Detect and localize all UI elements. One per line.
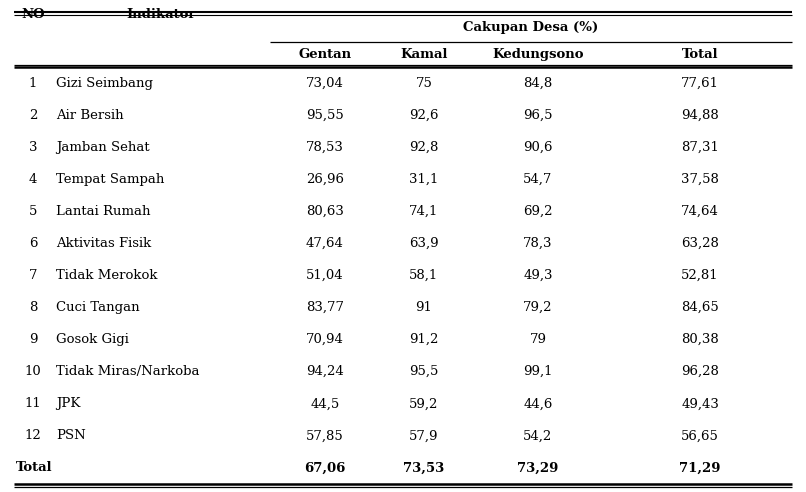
Text: NO: NO — [21, 8, 45, 21]
Text: 73,29: 73,29 — [517, 461, 559, 474]
Text: 99,1: 99,1 — [523, 365, 553, 378]
Text: 56,65: 56,65 — [681, 430, 719, 442]
Text: 87,31: 87,31 — [681, 141, 719, 154]
Text: Jamban Sehat: Jamban Sehat — [56, 141, 150, 154]
Text: 10: 10 — [25, 365, 41, 378]
Text: 74,64: 74,64 — [681, 205, 719, 218]
Text: Tempat Sampah: Tempat Sampah — [56, 173, 164, 186]
Text: Gosok Gigi: Gosok Gigi — [56, 333, 129, 346]
Text: Cakupan Desa (%): Cakupan Desa (%) — [463, 21, 599, 33]
Text: 6: 6 — [29, 237, 37, 250]
Text: 95,55: 95,55 — [306, 109, 344, 122]
Text: 52,81: 52,81 — [681, 269, 719, 282]
Text: 96,5: 96,5 — [523, 109, 553, 122]
Text: 92,8: 92,8 — [409, 141, 438, 154]
Text: 96,28: 96,28 — [681, 365, 719, 378]
Text: 9: 9 — [29, 333, 37, 346]
Text: 91,2: 91,2 — [409, 333, 438, 346]
Text: 54,7: 54,7 — [523, 173, 553, 186]
Text: 8: 8 — [29, 301, 37, 314]
Text: 94,88: 94,88 — [681, 109, 719, 122]
Text: 49,43: 49,43 — [681, 398, 719, 410]
Text: 44,5: 44,5 — [310, 398, 339, 410]
Text: 92,6: 92,6 — [409, 109, 438, 122]
Text: 78,53: 78,53 — [306, 141, 344, 154]
Text: 84,65: 84,65 — [681, 301, 719, 314]
Text: 90,6: 90,6 — [523, 141, 553, 154]
Text: 94,24: 94,24 — [306, 365, 344, 378]
Text: 58,1: 58,1 — [409, 269, 438, 282]
Text: 7: 7 — [29, 269, 37, 282]
Text: 69,2: 69,2 — [523, 205, 553, 218]
Text: 11: 11 — [25, 398, 41, 410]
Text: 71,29: 71,29 — [679, 461, 721, 474]
Text: Total: Total — [16, 461, 52, 474]
Text: Kamal: Kamal — [401, 48, 448, 61]
Text: 63,9: 63,9 — [409, 237, 438, 250]
Text: PSN: PSN — [56, 430, 85, 442]
Text: Tidak Miras/Narkoba: Tidak Miras/Narkoba — [56, 365, 200, 378]
Text: 74,1: 74,1 — [409, 205, 438, 218]
Text: Air Bersih: Air Bersih — [56, 109, 123, 122]
Text: 4: 4 — [29, 173, 37, 186]
Text: 80,38: 80,38 — [681, 333, 719, 346]
Text: 47,64: 47,64 — [306, 237, 344, 250]
Text: 5: 5 — [29, 205, 37, 218]
Text: 84,8: 84,8 — [523, 77, 553, 90]
Text: JPK: JPK — [56, 398, 81, 410]
Text: 79,2: 79,2 — [523, 301, 553, 314]
Text: 79: 79 — [530, 333, 546, 346]
Text: 49,3: 49,3 — [523, 269, 553, 282]
Text: 57,85: 57,85 — [306, 430, 344, 442]
Text: 91: 91 — [416, 301, 433, 314]
Text: Gizi Seimbang: Gizi Seimbang — [56, 77, 153, 90]
Text: 95,5: 95,5 — [409, 365, 438, 378]
Text: Total: Total — [682, 48, 718, 61]
Text: 57,9: 57,9 — [409, 430, 438, 442]
Text: 67,06: 67,06 — [305, 461, 346, 474]
Text: 59,2: 59,2 — [409, 398, 438, 410]
Text: Cuci Tangan: Cuci Tangan — [56, 301, 139, 314]
Text: 51,04: 51,04 — [306, 269, 344, 282]
Text: Indikator: Indikator — [127, 8, 196, 21]
Text: 26,96: 26,96 — [306, 173, 344, 186]
Text: 63,28: 63,28 — [681, 237, 719, 250]
Text: 70,94: 70,94 — [306, 333, 344, 346]
Text: Aktivitas Fisik: Aktivitas Fisik — [56, 237, 152, 250]
Text: Lantai Rumah: Lantai Rumah — [56, 205, 151, 218]
Text: 78,3: 78,3 — [523, 237, 553, 250]
Text: Gentan: Gentan — [298, 48, 351, 61]
Text: 37,58: 37,58 — [681, 173, 719, 186]
Text: 54,2: 54,2 — [523, 430, 553, 442]
Text: 1: 1 — [29, 77, 37, 90]
Text: 77,61: 77,61 — [681, 77, 719, 90]
Text: 12: 12 — [25, 430, 41, 442]
Text: Kedungsono: Kedungsono — [492, 48, 584, 61]
Text: 73,04: 73,04 — [306, 77, 344, 90]
Text: 3: 3 — [29, 141, 37, 154]
Text: 31,1: 31,1 — [409, 173, 438, 186]
Text: 75: 75 — [416, 77, 433, 90]
Text: 83,77: 83,77 — [306, 301, 344, 314]
Text: 80,63: 80,63 — [306, 205, 344, 218]
Text: 73,53: 73,53 — [403, 461, 445, 474]
Text: Tidak Merokok: Tidak Merokok — [56, 269, 157, 282]
Text: 2: 2 — [29, 109, 37, 122]
Text: 44,6: 44,6 — [523, 398, 553, 410]
